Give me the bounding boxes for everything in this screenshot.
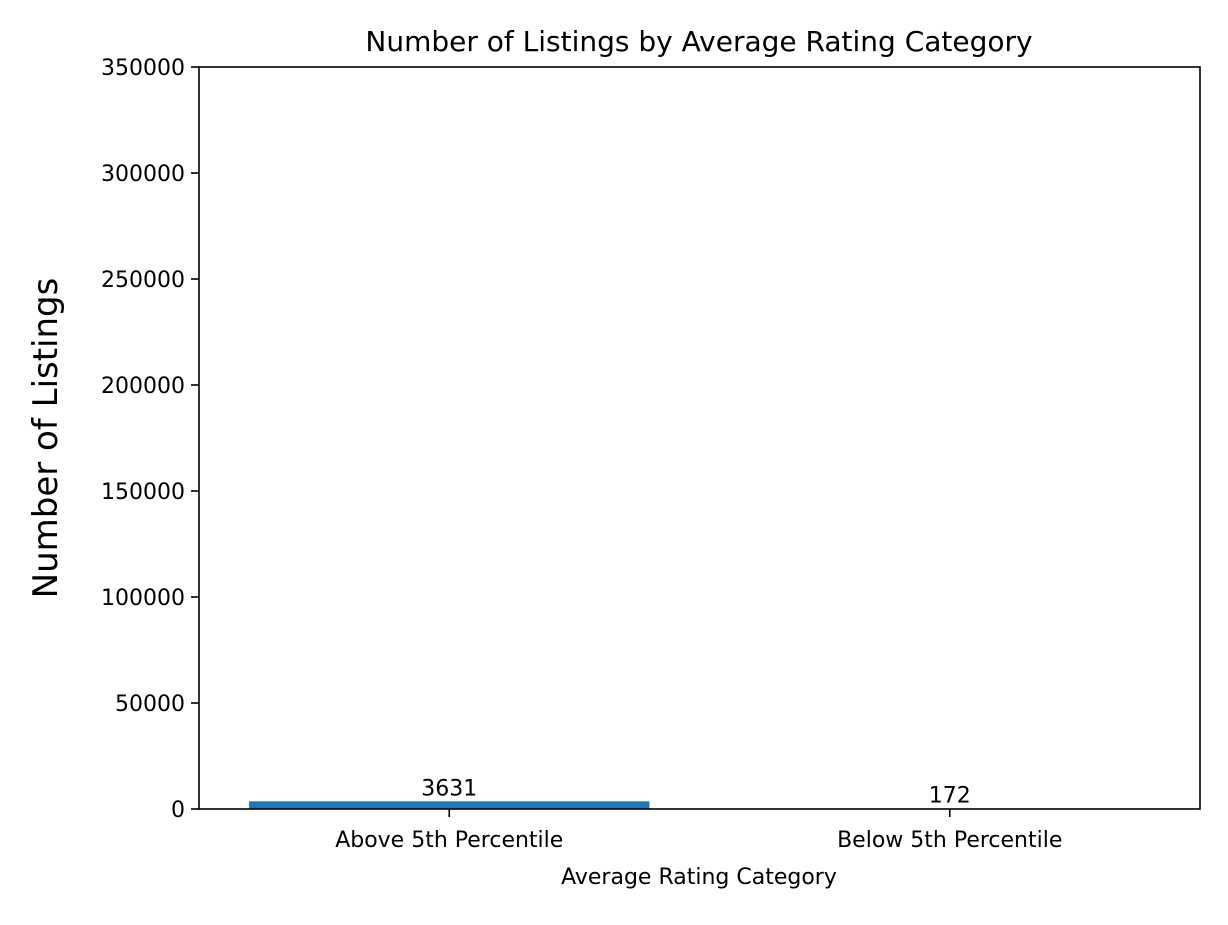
bar-value-label: 172 [929, 784, 971, 809]
y-tick-label: 100000 [101, 586, 185, 611]
x-tick-label: Above 5th Percentile [335, 828, 563, 853]
y-tick-label: 250000 [101, 268, 185, 293]
chart-title: Number of Listings by Average Rating Cat… [365, 25, 1032, 58]
y-axis-label: Number of Listings [26, 278, 66, 599]
y-tick-label: 50000 [115, 692, 185, 717]
bar-value-label: 3631 [421, 776, 477, 801]
y-tick-label: 0 [171, 798, 185, 823]
y-tick-label: 300000 [101, 162, 185, 187]
y-tick-label: 350000 [101, 56, 185, 81]
y-tick-label: 200000 [101, 374, 185, 399]
bar [249, 801, 649, 809]
y-tick-label: 150000 [101, 480, 185, 505]
x-axis-label: Average Rating Category [561, 865, 837, 890]
x-tick-label: Below 5th Percentile [837, 828, 1062, 853]
